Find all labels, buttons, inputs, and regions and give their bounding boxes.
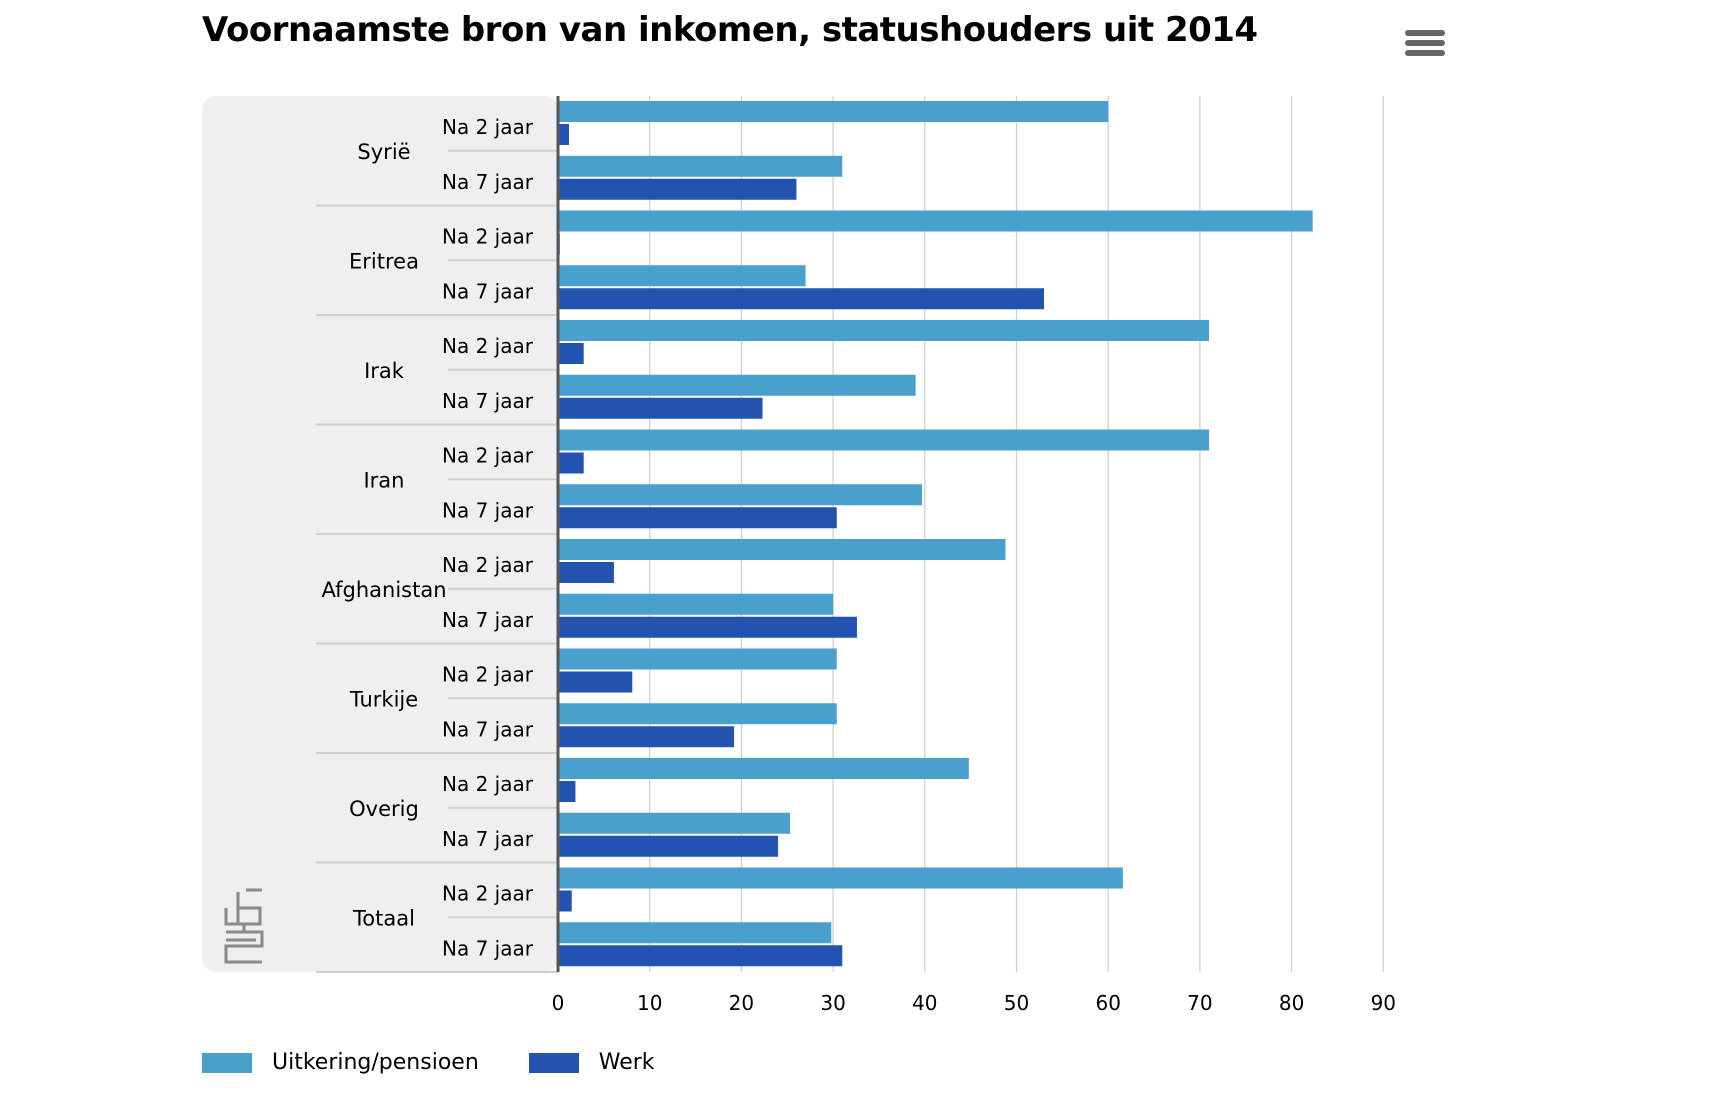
row-label: Na 7 jaar [442,827,534,851]
row-label: Na 2 jaar [442,772,534,796]
x-tick-label: 10 [637,991,662,1015]
x-tick-label: 80 [1279,991,1304,1015]
bar-uitkering [558,922,832,944]
row-label: Na 7 jaar [442,170,534,194]
group-label: Iran [363,468,404,492]
bar-werk [558,890,572,912]
bar-werk [558,452,584,474]
bar-uitkering [558,867,1123,889]
bar-werk [558,671,633,693]
category-labels: Syrië Na 2 jaar Na 7 jaar Eritrea Na 2 jaar N… [316,115,558,973]
group-label: Eritrea [349,249,419,273]
row-label: Na 7 jaar [442,936,534,960]
row-label: Na 7 jaar [442,498,534,522]
cbs-logo-icon [224,888,264,964]
bar-werk [558,178,797,200]
bar-werk [558,124,570,145]
hamburger-menu-icon [1405,30,1445,36]
row-label: Na 2 jaar [442,663,534,687]
x-tick-label: 70 [1187,991,1212,1015]
row-label: Na 2 jaar [442,334,534,358]
bar-uitkering [558,758,969,779]
row-label: Na 7 jaar [442,279,534,303]
x-tick-label: 20 [729,991,754,1015]
row-label: Na 7 jaar [442,717,534,741]
legend-item-uitkering: Uitkering/pensioen [202,1050,479,1075]
bar-uitkering [558,539,1006,560]
bar-uitkering [558,155,843,177]
bar-uitkering [558,703,837,725]
bar-werk [558,507,837,529]
legend-label-uitkering: Uitkering/pensioen [272,1050,479,1075]
row-label: Na 2 jaar [442,225,534,249]
x-tick-label: 60 [1095,991,1120,1015]
x-tick-label: 30 [820,991,845,1015]
group-label: Afghanistan [321,578,446,602]
bar-werk [558,726,735,748]
x-tick-label: 50 [1004,991,1029,1015]
bar-uitkering [558,593,834,615]
bar-uitkering [558,265,806,287]
row-label: Na 2 jaar [442,444,534,468]
legend-swatch-werk [528,1052,579,1073]
grid-lines [649,96,1384,972]
bar-werk [558,616,857,638]
row-label: Na 7 jaar [442,389,534,413]
legend-swatch-uitkering [202,1052,252,1073]
row-label: Na 2 jaar [442,882,534,906]
row-label: Na 2 jaar [442,553,534,577]
bar-uitkering [558,374,916,396]
group-label: Syrië [357,140,410,164]
bar-uitkering [558,648,837,670]
bar-uitkering [558,812,791,834]
bar-werk [558,288,1045,310]
bar-uitkering [558,101,1109,122]
x-axis-ticks: 0 10 20 30 40 50 60 70 80 90 [552,96,1396,1015]
group-label: Totaal [352,906,415,930]
row-label: Na 7 jaar [442,608,534,632]
bars [558,101,1313,967]
legend-item-werk: Werk [528,1050,655,1075]
bar-werk [558,945,843,967]
bar-chart: Syrië Na 2 jaar Na 7 jaar Eritrea Na 2 jaar N… [202,96,1396,1015]
row-label: Na 2 jaar [442,115,534,139]
bar-werk [558,397,763,419]
x-tick-label: 40 [912,991,937,1015]
group-label: Overig [349,797,419,821]
bar-werk [558,781,576,802]
group-label: Turkije [349,687,418,711]
bar-uitkering [558,429,1210,451]
legend-label-werk: Werk [598,1050,655,1075]
legend: Uitkering/pensioen Werk [202,1050,705,1075]
bar-werk [558,562,614,583]
bar-werk [558,343,584,364]
chart-title: Voornaamste bron van inkomen, statushoud… [202,10,1258,50]
x-tick-label: 0 [552,991,565,1015]
chart-menu-button[interactable] [1405,30,1445,66]
x-tick-label: 90 [1371,991,1396,1015]
bar-uitkering [558,484,923,506]
group-label: Irak [364,359,405,383]
bar-uitkering [558,320,1210,341]
bar-werk [558,835,779,857]
bar-uitkering [558,210,1313,232]
